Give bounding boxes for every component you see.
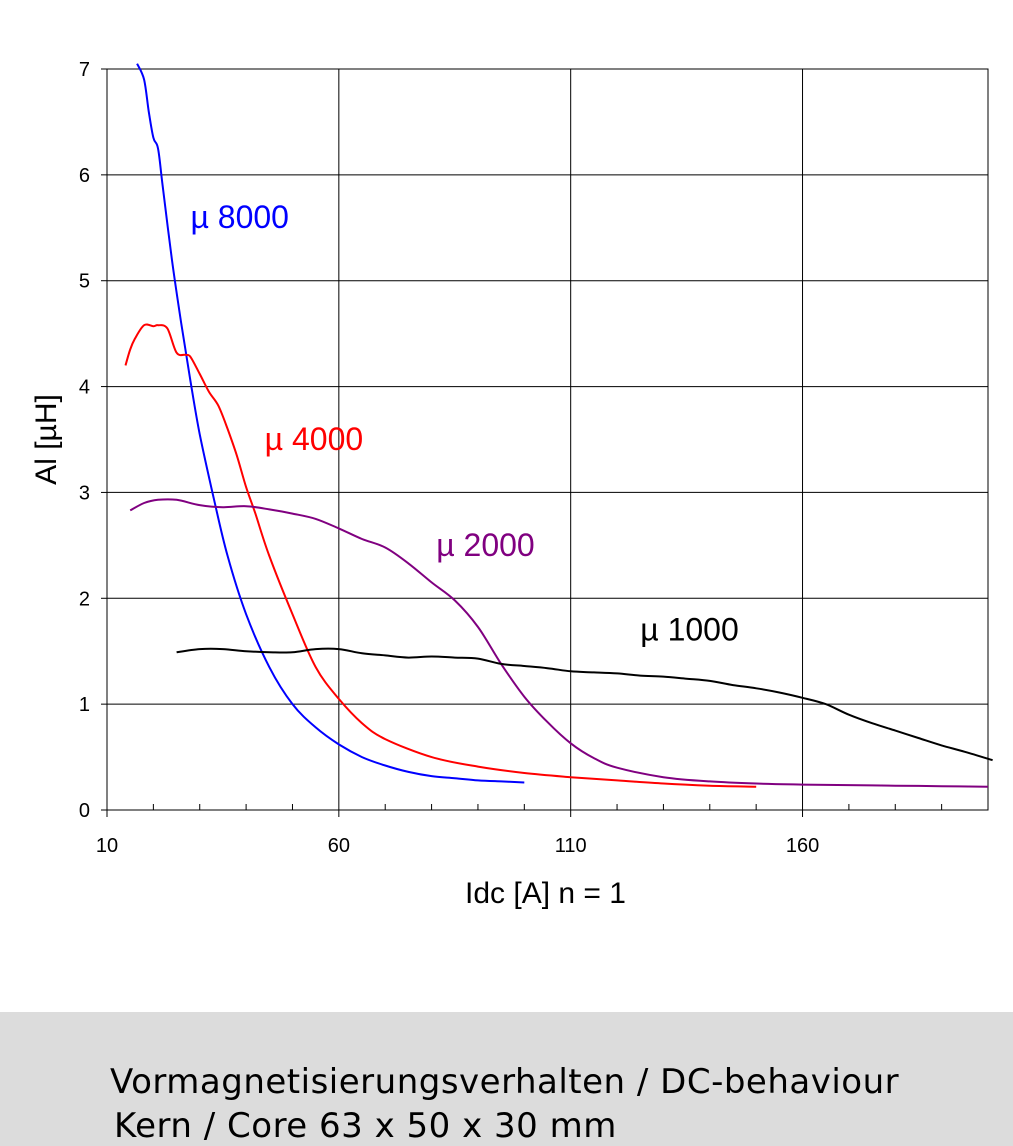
x-axis-title: Idc [A] n = 1 bbox=[465, 877, 626, 910]
series-line-0 bbox=[136, 63, 525, 784]
y-axis-title: Al [µH] bbox=[30, 394, 63, 485]
series-line-2 bbox=[129, 498, 989, 788]
series-line-3 bbox=[176, 647, 993, 762]
y-tick-label: 4 bbox=[79, 377, 90, 399]
series-label-0: µ 8000 bbox=[190, 199, 289, 235]
y-tick-label: 6 bbox=[79, 165, 90, 187]
series-label-2: µ 2000 bbox=[436, 527, 535, 563]
y-tick-label: 5 bbox=[79, 271, 90, 293]
series-label-3: µ 1000 bbox=[640, 612, 739, 648]
series-label-1: µ 4000 bbox=[265, 421, 364, 457]
y-tick-label: 2 bbox=[79, 588, 90, 610]
y-tick-label: 3 bbox=[79, 482, 90, 504]
chart-svg: 0 1 2 3 4 5 6 7 10 60 110 160 Idc [A] n = 1 Al [µH] µ … bbox=[30, 59, 993, 910]
caption-title: Vormagnetisierungsverhalten / DC-behavio… bbox=[110, 1062, 900, 1102]
x-tick-label: 60 bbox=[328, 835, 350, 857]
plot-frame bbox=[106, 68, 989, 811]
caption-subtitle: Kern / Core 63 x 50 x 30 mm bbox=[114, 1106, 617, 1146]
y-tick-label: 7 bbox=[79, 59, 90, 81]
series-line-1 bbox=[124, 323, 757, 788]
caption-panel: Vormagnetisierungsverhalten / DC-behavio… bbox=[0, 1012, 1013, 1146]
chart-area: 0 1 2 3 4 5 6 7 10 60 110 160 Idc [A] n = 1 Al [µH] µ … bbox=[30, 59, 993, 910]
y-tick-label: 0 bbox=[79, 800, 90, 822]
x-tick-label: 160 bbox=[786, 835, 819, 857]
x-tick-label: 10 bbox=[96, 835, 118, 857]
x-tick-label: 110 bbox=[555, 835, 587, 857]
y-tick-label: 1 bbox=[79, 694, 90, 716]
